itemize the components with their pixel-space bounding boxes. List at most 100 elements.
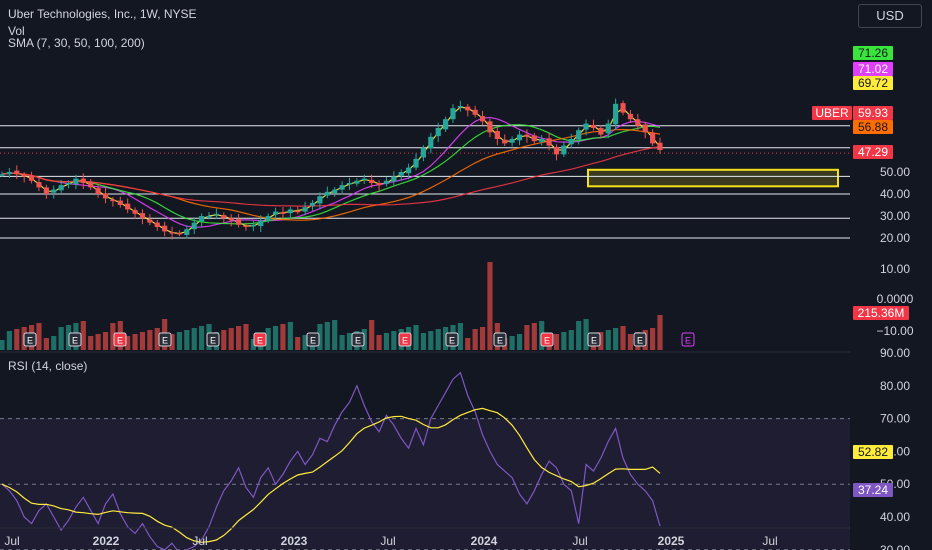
rsi-ma-line bbox=[1, 407, 661, 543]
volume-bar bbox=[235, 326, 242, 350]
volume-bar bbox=[95, 334, 101, 350]
candle-body bbox=[324, 191, 330, 196]
volume-bar bbox=[287, 322, 293, 350]
volume-bar bbox=[457, 323, 463, 350]
rsi-last-tag: 37.24 bbox=[853, 483, 893, 497]
candle-body bbox=[199, 216, 205, 222]
time-tick: 2022 bbox=[93, 534, 120, 548]
earnings-marker: E bbox=[351, 332, 365, 347]
candle-body bbox=[88, 181, 94, 188]
sma-line-5 bbox=[1, 146, 661, 207]
volume-bar bbox=[509, 336, 515, 350]
volume-bar bbox=[58, 327, 64, 350]
sma-legend: SMA (7, 30, 50, 100, 200) bbox=[8, 36, 145, 50]
earnings-letter: E bbox=[449, 336, 455, 346]
earnings-box bbox=[540, 332, 554, 347]
candle-body bbox=[309, 202, 316, 206]
candle-body bbox=[147, 219, 153, 223]
earnings-marker: E bbox=[493, 332, 507, 347]
rsi-pane bbox=[0, 351, 850, 550]
candle-body bbox=[391, 176, 397, 182]
earnings-box bbox=[633, 332, 647, 347]
volume-bar bbox=[465, 338, 471, 350]
candle-body bbox=[258, 220, 264, 227]
candle-body bbox=[509, 139, 515, 143]
price-tag-bg bbox=[853, 120, 893, 134]
earnings-letter: E bbox=[27, 336, 33, 346]
candle-body bbox=[494, 131, 500, 139]
candle-body bbox=[162, 225, 168, 232]
time-tick: 2025 bbox=[658, 534, 685, 548]
candle-body bbox=[642, 124, 648, 133]
candle-body bbox=[132, 210, 138, 214]
time-axis[interactable]: Jul 2022 Jul 2023 Jul 2024 Jul 2025 Jul bbox=[0, 527, 850, 548]
candle-body bbox=[221, 215, 227, 219]
price-tag-bg bbox=[853, 62, 893, 76]
currency-button[interactable]: USD bbox=[858, 4, 922, 28]
candles bbox=[0, 98, 663, 240]
candle-body bbox=[583, 123, 589, 130]
candle-body bbox=[250, 224, 256, 227]
price-tick: 50.00 bbox=[880, 165, 910, 179]
price-tag-bg bbox=[853, 76, 893, 90]
volume-bar bbox=[250, 339, 256, 350]
candle-body bbox=[14, 170, 20, 175]
volume-bar bbox=[627, 334, 634, 350]
earnings-marker: E bbox=[206, 332, 220, 347]
volume-bar bbox=[598, 332, 604, 350]
volume-bar bbox=[36, 323, 42, 350]
candle-body bbox=[620, 103, 626, 113]
vol-legend: Vol bbox=[8, 24, 25, 38]
volume-bar bbox=[317, 324, 323, 350]
candle-body bbox=[265, 216, 271, 221]
earnings-box bbox=[68, 332, 82, 347]
volume-bar bbox=[139, 332, 146, 350]
volume-bar bbox=[620, 326, 626, 350]
volume-bar bbox=[346, 333, 353, 350]
earnings-letter: E bbox=[402, 336, 408, 346]
earnings-letter: E bbox=[162, 336, 168, 346]
volume-bar bbox=[516, 334, 523, 350]
volume-bar bbox=[88, 336, 94, 350]
candle-body bbox=[650, 133, 656, 144]
rsi-last-tag-bg bbox=[853, 483, 893, 497]
volume-bar bbox=[302, 335, 308, 350]
demand-zone bbox=[587, 168, 839, 188]
price-tick: 20.00 bbox=[880, 231, 910, 245]
candle-body bbox=[295, 210, 301, 213]
candle-body bbox=[235, 219, 242, 225]
candle-body bbox=[169, 232, 175, 234]
candle-body bbox=[36, 182, 42, 188]
candle-body bbox=[102, 193, 109, 199]
earnings-marker: E bbox=[398, 332, 412, 347]
rsi-line bbox=[1, 371, 661, 550]
candle-body bbox=[539, 139, 545, 142]
candle-body bbox=[369, 179, 375, 183]
volume-bar bbox=[605, 330, 611, 350]
volume-bar bbox=[0, 340, 5, 350]
earnings-marker: E bbox=[68, 332, 82, 347]
candle-body bbox=[21, 174, 27, 177]
rsi-tick: 30.00 bbox=[880, 543, 910, 550]
candle-body bbox=[206, 216, 212, 218]
price-axis[interactable]: 20.00 30.00 40.00 50.00 10.00 0.0000 −10.00 90.… bbox=[876, 165, 913, 550]
volume-bar bbox=[553, 334, 560, 350]
volume-bar bbox=[428, 331, 434, 350]
earnings-box bbox=[493, 332, 507, 347]
sma-line-4 bbox=[1, 128, 661, 221]
price-tag: 47.29 bbox=[853, 145, 893, 159]
symbol-tag: UBER bbox=[812, 106, 852, 120]
candle-body bbox=[479, 116, 486, 122]
volume-bar bbox=[472, 329, 478, 350]
candle-body bbox=[524, 134, 530, 137]
symbol-tag-text: UBER bbox=[815, 106, 849, 120]
earnings-marker: E bbox=[23, 332, 37, 347]
earnings-box bbox=[351, 332, 365, 347]
earnings-marker: E bbox=[113, 332, 127, 347]
earnings-marker: E bbox=[445, 332, 459, 347]
rsi-tick: 80.00 bbox=[880, 379, 910, 393]
volume-bar bbox=[531, 323, 537, 350]
volume-bar bbox=[583, 319, 589, 350]
